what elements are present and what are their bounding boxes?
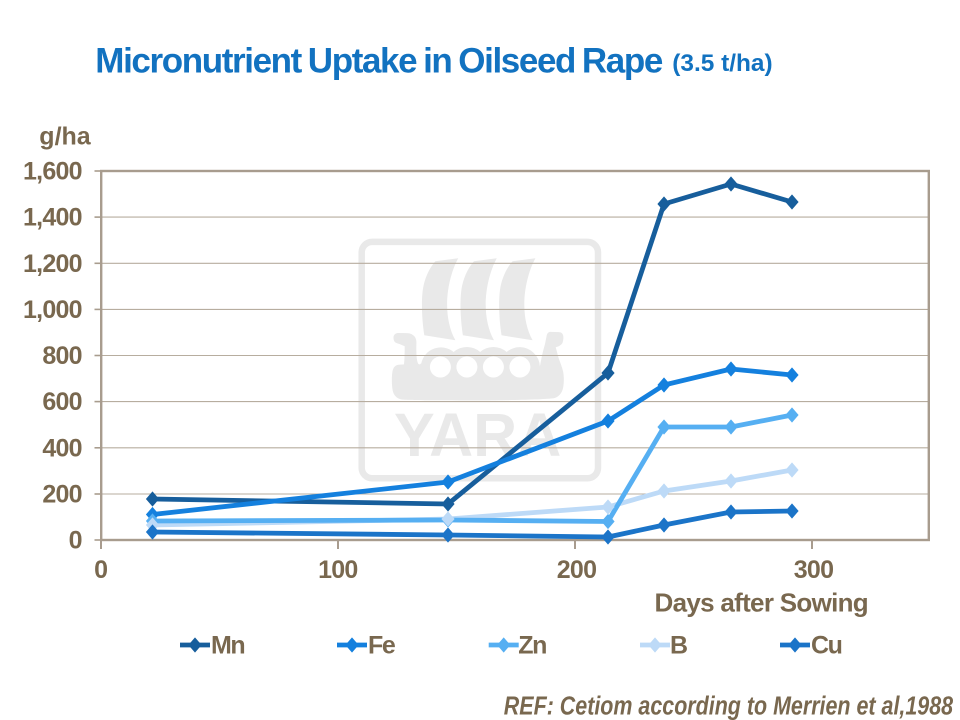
- svg-text:Zn: Zn: [518, 632, 546, 660]
- svg-text:1,000: 1,000: [23, 296, 82, 324]
- svg-text:200: 200: [42, 481, 81, 509]
- svg-text:Mn: Mn: [211, 632, 244, 660]
- svg-text:Days after Sowing: Days after Sowing: [655, 588, 869, 618]
- svg-text:1,600: 1,600: [23, 158, 82, 186]
- svg-text:YARA: YARA: [394, 401, 561, 469]
- svg-text:400: 400: [42, 434, 81, 462]
- svg-text:Cu: Cu: [811, 632, 842, 660]
- svg-text:800: 800: [42, 342, 81, 370]
- svg-text:0: 0: [69, 527, 82, 555]
- svg-text:100: 100: [318, 556, 357, 584]
- svg-text:B: B: [670, 632, 687, 660]
- svg-text:0: 0: [94, 556, 107, 584]
- svg-text:Micronutrient Uptake in Oilsee: Micronutrient Uptake in Oilseed Rape (3.5…: [95, 42, 772, 81]
- svg-text:Fe: Fe: [368, 632, 396, 660]
- svg-text:300: 300: [794, 556, 833, 584]
- svg-text:200: 200: [557, 556, 596, 584]
- svg-text:600: 600: [42, 388, 81, 416]
- svg-text:1,200: 1,200: [23, 250, 82, 278]
- svg-text:g/ha: g/ha: [39, 122, 91, 150]
- svg-text:1,400: 1,400: [23, 204, 82, 232]
- svg-text:REF: Cetiom according to Merri: REF: Cetiom according to Merrien et al,1…: [504, 692, 954, 720]
